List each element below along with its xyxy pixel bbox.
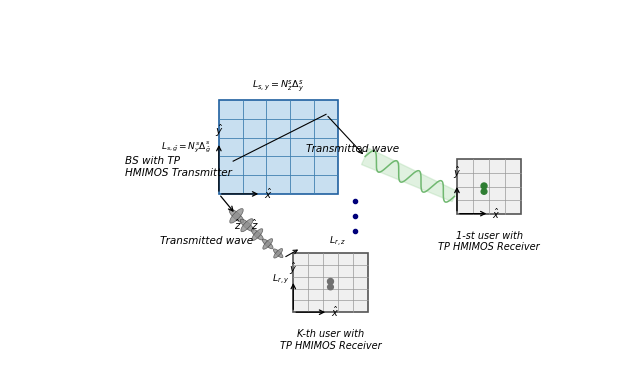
Ellipse shape [252, 229, 263, 240]
Text: $L_{r,z}$: $L_{r,z}$ [330, 234, 346, 248]
Ellipse shape [252, 229, 263, 240]
Bar [219, 100, 338, 194]
Ellipse shape [262, 239, 273, 249]
Ellipse shape [481, 189, 487, 194]
Text: $\hat{z}$: $\hat{z}$ [251, 217, 259, 232]
Text: $\hat{y}$: $\hat{y}$ [214, 122, 223, 139]
Text: $\hat{x}$: $\hat{x}$ [264, 187, 273, 201]
Text: $\hat{x}$: $\hat{x}$ [331, 305, 339, 319]
Text: Transmitted wave: Transmitted wave [306, 144, 399, 154]
Ellipse shape [229, 209, 244, 223]
Ellipse shape [230, 209, 243, 223]
Ellipse shape [241, 219, 253, 231]
Text: $L_{r,y}$: $L_{r,y}$ [272, 273, 289, 286]
Ellipse shape [273, 249, 283, 258]
Text: $L_{s,y} = N_z^s \Delta_y^s$: $L_{s,y} = N_z^s \Delta_y^s$ [252, 79, 305, 94]
Ellipse shape [274, 248, 283, 258]
Text: K-th user with
TP HMIMOS Receiver: K-th user with TP HMIMOS Receiver [280, 329, 381, 351]
Text: $\hat{x}$: $\hat{x}$ [492, 207, 500, 221]
Bar [457, 159, 522, 214]
Circle shape [481, 183, 487, 189]
Bar [293, 253, 367, 312]
Text: $\hat{y}$: $\hat{y}$ [289, 260, 298, 277]
Ellipse shape [263, 238, 273, 249]
Text: 1-st user with
TP HMIMOS Receiver: 1-st user with TP HMIMOS Receiver [438, 231, 540, 253]
Ellipse shape [328, 284, 333, 290]
Polygon shape [362, 148, 457, 202]
Text: Transmitted wave: Transmitted wave [160, 236, 253, 246]
Text: $L_{s,\hat{g}} = N_y^s \Delta_{\hat{g}}^s$: $L_{s,\hat{g}} = N_y^s \Delta_{\hat{g}}^… [161, 139, 211, 155]
Text: $\hat{y}$: $\hat{y}$ [453, 164, 461, 180]
Text: BS with TP
HMIMOS Transmitter: BS with TP HMIMOS Transmitter [125, 156, 232, 178]
Text: $\hat{z}$: $\hat{z}$ [234, 218, 242, 232]
Ellipse shape [241, 218, 253, 232]
Circle shape [328, 278, 333, 285]
